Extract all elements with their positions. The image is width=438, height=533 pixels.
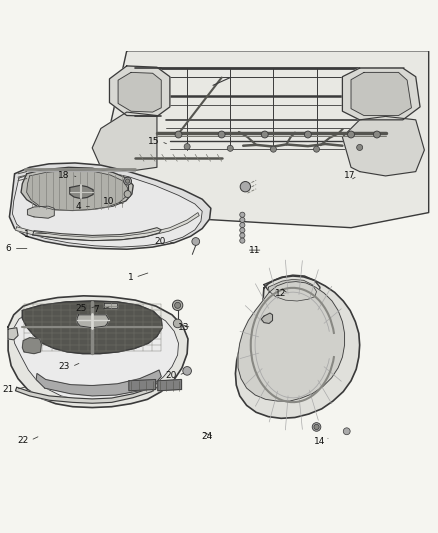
Polygon shape (12, 302, 179, 400)
Text: 17: 17 (344, 172, 355, 180)
Text: 11: 11 (249, 246, 261, 255)
Polygon shape (15, 381, 161, 403)
Polygon shape (158, 379, 181, 391)
Circle shape (240, 228, 245, 233)
Circle shape (314, 146, 320, 152)
Circle shape (124, 191, 131, 198)
Circle shape (240, 238, 245, 243)
Polygon shape (343, 116, 424, 176)
Text: 22: 22 (17, 436, 28, 445)
Polygon shape (12, 168, 202, 247)
Circle shape (218, 131, 225, 138)
Polygon shape (268, 279, 317, 301)
Polygon shape (36, 370, 161, 396)
Circle shape (175, 302, 180, 309)
Text: 25: 25 (76, 304, 87, 313)
Text: 20: 20 (165, 370, 177, 379)
Polygon shape (261, 313, 272, 324)
Text: 4: 4 (76, 201, 81, 211)
Polygon shape (9, 163, 211, 249)
Circle shape (240, 233, 245, 238)
Polygon shape (101, 51, 429, 228)
Polygon shape (28, 206, 54, 218)
Polygon shape (70, 185, 93, 198)
Polygon shape (129, 379, 155, 391)
Text: 20: 20 (154, 237, 166, 246)
Circle shape (175, 131, 182, 138)
Polygon shape (15, 213, 199, 240)
Polygon shape (22, 338, 41, 353)
Circle shape (124, 177, 131, 185)
Text: 15: 15 (148, 137, 159, 146)
Circle shape (184, 143, 190, 150)
Polygon shape (238, 281, 345, 401)
Circle shape (227, 146, 233, 151)
Text: 14: 14 (314, 437, 325, 446)
Polygon shape (21, 167, 133, 211)
Polygon shape (8, 328, 18, 340)
Polygon shape (110, 66, 170, 116)
Polygon shape (118, 72, 161, 112)
Circle shape (240, 217, 245, 222)
Circle shape (240, 182, 251, 192)
Text: 12: 12 (275, 289, 286, 298)
Text: 10: 10 (103, 197, 115, 206)
Polygon shape (8, 296, 188, 408)
Circle shape (125, 179, 130, 183)
Text: 13: 13 (178, 323, 189, 332)
Circle shape (240, 222, 245, 228)
Circle shape (312, 423, 321, 431)
Circle shape (173, 319, 182, 328)
Circle shape (192, 238, 200, 245)
Circle shape (374, 131, 380, 138)
Circle shape (343, 428, 350, 435)
Polygon shape (351, 72, 411, 116)
Text: 1: 1 (127, 273, 133, 282)
Text: 21: 21 (2, 385, 14, 394)
Circle shape (240, 212, 245, 217)
Circle shape (304, 131, 311, 138)
Text: 1: 1 (24, 230, 30, 239)
Circle shape (183, 367, 191, 375)
Polygon shape (92, 112, 157, 172)
Circle shape (357, 144, 363, 150)
Polygon shape (264, 275, 320, 301)
Polygon shape (33, 228, 161, 240)
Circle shape (261, 131, 268, 138)
Polygon shape (236, 276, 360, 418)
Polygon shape (22, 301, 162, 353)
Text: 18: 18 (58, 171, 70, 180)
Circle shape (314, 424, 319, 430)
Circle shape (173, 300, 183, 311)
Circle shape (270, 146, 276, 152)
Circle shape (348, 131, 354, 138)
Text: 23: 23 (58, 362, 70, 371)
Polygon shape (343, 68, 420, 120)
Text: 24: 24 (201, 432, 212, 441)
Polygon shape (104, 303, 117, 309)
Polygon shape (77, 315, 109, 328)
Text: 6: 6 (6, 244, 11, 253)
Polygon shape (27, 171, 127, 211)
Text: 7: 7 (93, 305, 99, 314)
